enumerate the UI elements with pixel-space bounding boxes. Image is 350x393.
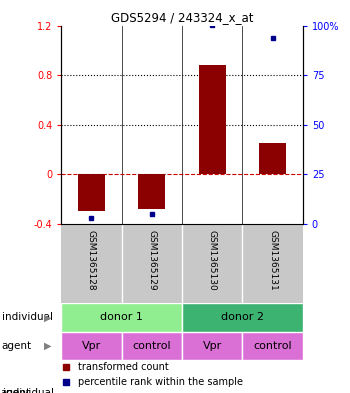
Bar	[122, 332, 182, 360]
Text: agent: agent	[2, 341, 32, 351]
Bar	[259, 143, 286, 174]
Text: GSM1365131: GSM1365131	[268, 230, 277, 291]
Text: control: control	[253, 341, 292, 351]
Text: Vpr: Vpr	[82, 341, 101, 351]
Text: agent: agent	[0, 388, 30, 393]
Bar	[61, 332, 122, 360]
Bar	[78, 174, 105, 211]
Text: individual: individual	[4, 388, 55, 393]
Bar	[182, 303, 303, 332]
Bar	[182, 332, 242, 360]
Text: Vpr: Vpr	[203, 341, 222, 351]
Text: GSM1365129: GSM1365129	[147, 230, 156, 291]
Text: transformed count: transformed count	[78, 362, 169, 372]
Text: GSM1365128: GSM1365128	[87, 230, 96, 291]
Text: individual: individual	[2, 312, 53, 322]
Title: GDS5294 / 243324_x_at: GDS5294 / 243324_x_at	[111, 11, 253, 24]
Bar	[242, 332, 303, 360]
Text: ▶: ▶	[44, 341, 51, 351]
Bar	[61, 303, 182, 332]
Bar	[198, 65, 226, 174]
Text: percentile rank within the sample: percentile rank within the sample	[78, 377, 243, 387]
Text: donor 2: donor 2	[221, 312, 264, 322]
Bar	[138, 174, 166, 209]
Text: ▶: ▶	[44, 312, 51, 322]
Text: donor 1: donor 1	[100, 312, 143, 322]
Text: control: control	[133, 341, 171, 351]
Text: GSM1365130: GSM1365130	[208, 230, 217, 291]
